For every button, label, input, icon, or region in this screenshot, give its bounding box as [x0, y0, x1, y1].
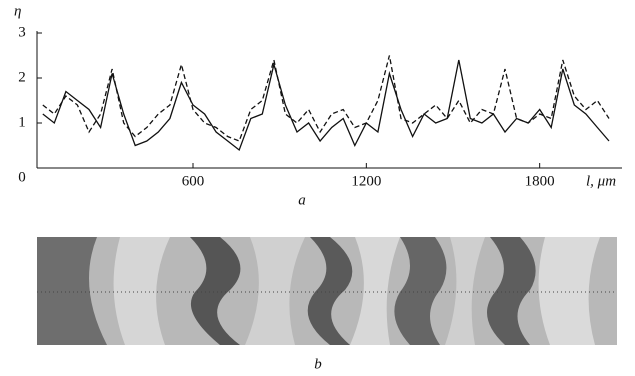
x-axis-label: l, μm — [586, 173, 616, 189]
y-axis-label: η — [14, 3, 21, 19]
image-caption: b — [314, 356, 322, 372]
panel-label: a — [298, 192, 306, 208]
data-line — [42, 55, 610, 142]
micrograph — [37, 237, 617, 345]
y-tick-label: 3 — [18, 24, 26, 40]
x-tick-label: 600 — [182, 173, 205, 189]
y-tick-label: 0 — [18, 169, 26, 185]
x-tick-label: 1800 — [525, 173, 555, 189]
y-tick-label: 2 — [18, 69, 26, 85]
y-tick-label: 1 — [18, 114, 26, 130]
x-tick-label: 1200 — [351, 173, 381, 189]
data-line — [42, 59, 610, 152]
